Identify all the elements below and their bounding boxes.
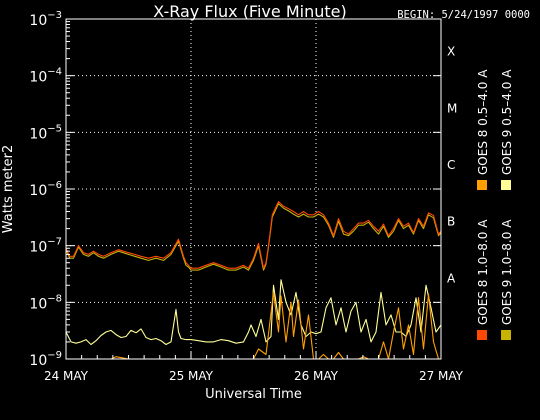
legend-swatch bbox=[477, 180, 487, 190]
y-tick-label-exponent: −4 bbox=[47, 67, 62, 78]
y-tick-label: 10−9 bbox=[29, 350, 62, 369]
flare-class-label: M bbox=[447, 101, 457, 115]
chart-title: X-Ray Flux (Five Minute) bbox=[153, 2, 347, 21]
y-tick-label-base: 10 bbox=[29, 353, 47, 369]
flare-class-label: C bbox=[447, 158, 455, 172]
y-tick-label: 10−4 bbox=[29, 67, 62, 86]
y-tick-label-exponent: −8 bbox=[47, 293, 62, 304]
y-tick-label-exponent: −7 bbox=[47, 237, 62, 248]
legend-entry: GOES 9 1.0–8.0 A bbox=[500, 219, 514, 340]
series-line-1 bbox=[65, 201, 442, 269]
x-axis-title: Universal Time bbox=[205, 387, 302, 402]
y-tick-label: 10−8 bbox=[29, 293, 62, 312]
legend-entry: GOES 9 0.5–4.0 A bbox=[500, 69, 514, 190]
x-tick-label: 25 MAY bbox=[169, 369, 214, 383]
y-tick-label-base: 10 bbox=[29, 13, 47, 29]
legend-entry: GOES 8 1.0–8.0 A bbox=[476, 219, 490, 340]
x-tick-label: 27 MAY bbox=[419, 369, 464, 383]
legend-swatch bbox=[501, 180, 511, 190]
flare-class-label: B bbox=[447, 215, 455, 229]
legend-label: GOES 8 0.5–4.0 A bbox=[476, 69, 490, 175]
legend-label: GOES 9 0.5–4.0 A bbox=[500, 69, 514, 175]
y-tick-label-exponent: −5 bbox=[47, 123, 62, 134]
y-axis-title: Watts meter2 bbox=[1, 145, 16, 233]
begin-date-label: BEGIN: 5/24/1997 0000 bbox=[397, 9, 530, 21]
legend-swatch bbox=[477, 330, 487, 340]
y-tick-label: 10−5 bbox=[29, 123, 62, 142]
y-tick-label-base: 10 bbox=[29, 296, 47, 312]
legend-entry: GOES 8 0.5–4.0 A bbox=[476, 69, 490, 190]
y-tick-label-exponent: −3 bbox=[47, 10, 62, 21]
flare-class-label: A bbox=[447, 271, 456, 285]
series-line-2 bbox=[65, 203, 442, 271]
x-tick-label: 24 MAY bbox=[44, 369, 89, 383]
y-tick-label-base: 10 bbox=[29, 240, 47, 256]
y-tick-label-exponent: −9 bbox=[47, 350, 62, 361]
y-tick-label-base: 10 bbox=[29, 70, 47, 86]
y-tick-label-exponent: −6 bbox=[47, 180, 62, 191]
y-tick-label: 10−7 bbox=[29, 237, 62, 256]
x-tick-label: 26 MAY bbox=[294, 369, 339, 383]
flare-class-label: X bbox=[447, 45, 455, 59]
series-line-4 bbox=[65, 279, 442, 346]
legend-label: GOES 8 1.0–8.0 A bbox=[476, 219, 490, 325]
y-tick-label: 10−6 bbox=[29, 180, 62, 199]
legend-label: GOES 9 1.0–8.0 A bbox=[500, 219, 514, 325]
y-tick-label-base: 10 bbox=[29, 183, 47, 199]
y-tick-label: 10−3 bbox=[29, 10, 62, 29]
y-tick-label-base: 10 bbox=[29, 126, 47, 142]
legend-swatch bbox=[501, 330, 511, 340]
